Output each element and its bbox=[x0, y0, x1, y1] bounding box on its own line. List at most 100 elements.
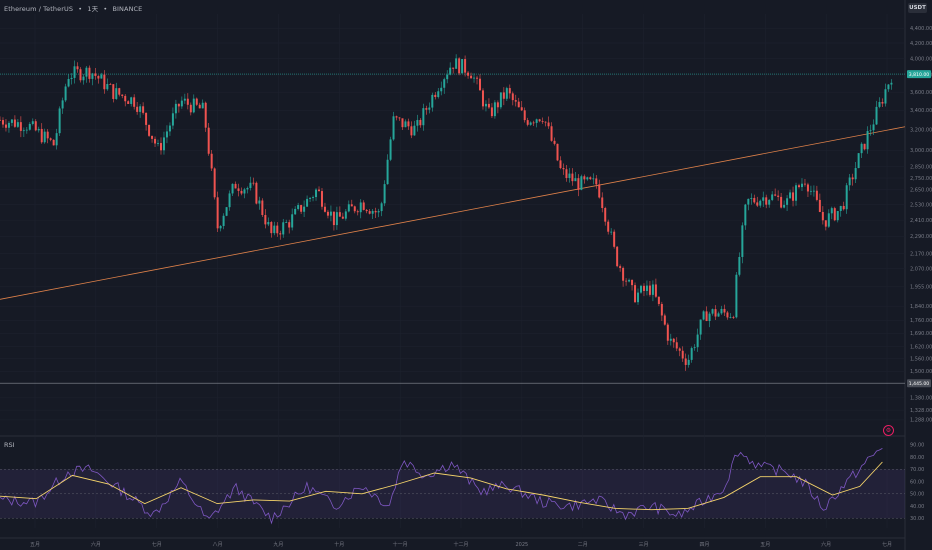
candle-body bbox=[529, 122, 532, 125]
candle-body bbox=[133, 97, 136, 107]
candle-body bbox=[687, 359, 690, 365]
candle-body bbox=[514, 100, 517, 102]
candle-body bbox=[836, 211, 839, 221]
price-tick-label: 4,400.00 bbox=[910, 26, 932, 32]
candle-body bbox=[46, 131, 49, 139]
candle-body bbox=[854, 168, 857, 180]
candle-body bbox=[461, 59, 464, 74]
candle-body bbox=[821, 211, 824, 221]
time-tick-label: 七月 bbox=[152, 541, 162, 548]
candle-body bbox=[16, 122, 19, 127]
candle-body bbox=[550, 126, 553, 141]
candle-body bbox=[490, 107, 493, 117]
candle-body bbox=[58, 108, 61, 134]
candle-body bbox=[377, 211, 380, 213]
symbol-name[interactable]: Ethereum / TetherUS bbox=[4, 5, 74, 13]
candle-body bbox=[306, 198, 309, 207]
candle-body bbox=[100, 74, 103, 79]
candle-body bbox=[842, 205, 845, 210]
candle-body bbox=[148, 124, 151, 136]
candle-body bbox=[109, 83, 112, 85]
quote-currency-badge[interactable]: USDT bbox=[908, 3, 927, 13]
interval-label[interactable]: 1天 bbox=[87, 5, 99, 13]
candle-body bbox=[28, 123, 31, 130]
candle-body bbox=[702, 311, 705, 320]
candle-body bbox=[210, 153, 213, 169]
candle-body bbox=[580, 176, 583, 190]
candle-body bbox=[401, 118, 404, 128]
candle-body bbox=[368, 211, 371, 214]
candle-body bbox=[392, 116, 395, 140]
candle-body bbox=[228, 193, 231, 208]
candle-body bbox=[413, 125, 416, 136]
candle-body bbox=[73, 66, 76, 78]
candle-body bbox=[130, 97, 133, 104]
price-tag-label: 3,810.00 bbox=[909, 72, 930, 78]
rsi-tick-label: 60.00 bbox=[910, 479, 924, 485]
candle-body bbox=[1, 120, 4, 125]
candle-body bbox=[857, 153, 860, 169]
candle-body bbox=[711, 309, 714, 314]
candle-body bbox=[628, 279, 631, 282]
candle-body bbox=[91, 73, 94, 79]
time-tick-label: 七月 bbox=[882, 541, 892, 548]
price-tick-label: 4,000.00 bbox=[910, 56, 932, 62]
candle-body bbox=[553, 140, 556, 144]
candle-body bbox=[106, 83, 109, 90]
candle-body bbox=[592, 178, 595, 180]
price-tick-label: 1,380.00 bbox=[910, 396, 932, 402]
price-tick-label: 1,620.00 bbox=[910, 345, 932, 351]
header-separator: • bbox=[103, 5, 108, 13]
candle-body bbox=[696, 334, 699, 348]
candle-body bbox=[7, 122, 10, 128]
rsi-indicator-label[interactable]: RSI bbox=[4, 441, 15, 449]
candle-body bbox=[88, 67, 91, 79]
candle-body bbox=[240, 190, 243, 194]
candle-body bbox=[753, 197, 756, 203]
rsi-tick-label: 40.00 bbox=[910, 504, 924, 510]
candle-body bbox=[765, 197, 768, 205]
candle-body bbox=[64, 86, 67, 101]
candle-body bbox=[544, 121, 547, 123]
candle-body bbox=[589, 177, 592, 180]
candle-body bbox=[371, 210, 374, 214]
price-tick-label: 2,410.00 bbox=[910, 218, 932, 224]
candle-body bbox=[720, 308, 723, 314]
candle-body bbox=[437, 91, 440, 98]
candle-body bbox=[481, 90, 484, 107]
candle-body bbox=[535, 119, 538, 123]
exchange-label: BINANCE bbox=[112, 5, 143, 13]
candle-body bbox=[568, 173, 571, 179]
candle-body bbox=[246, 188, 249, 190]
candle-body bbox=[70, 77, 73, 80]
candle-body bbox=[574, 178, 577, 182]
candle-body bbox=[508, 88, 511, 94]
candle-body bbox=[201, 102, 204, 109]
candle-body bbox=[76, 66, 79, 70]
time-tick-label: 三月 bbox=[639, 542, 649, 548]
candle-body bbox=[642, 285, 645, 291]
candle-body bbox=[165, 131, 168, 138]
candle-body bbox=[798, 185, 801, 188]
gear-icon[interactable]: ⚙ bbox=[883, 425, 894, 436]
candle-body bbox=[717, 313, 720, 317]
candle-body bbox=[637, 292, 640, 303]
candle-body bbox=[783, 204, 786, 208]
candle-body bbox=[827, 213, 830, 227]
symbol-header[interactable]: Ethereum / TetherUS • 1天 • BINANCE bbox=[4, 3, 145, 13]
candle-body bbox=[213, 168, 216, 198]
price-tick-label: 1,328.00 bbox=[910, 408, 932, 414]
last-price-tag bbox=[907, 70, 931, 79]
candle-body bbox=[31, 121, 34, 124]
rsi-tick-label: 30.00 bbox=[910, 516, 924, 522]
candle-body bbox=[526, 120, 529, 125]
candle-body bbox=[789, 192, 792, 199]
candle-body bbox=[523, 110, 526, 121]
candle-body bbox=[601, 197, 604, 208]
candle-body bbox=[162, 137, 165, 151]
candle-body bbox=[37, 128, 40, 131]
price-tick-label: 2,070.00 bbox=[910, 266, 932, 272]
candle-body bbox=[261, 200, 264, 215]
